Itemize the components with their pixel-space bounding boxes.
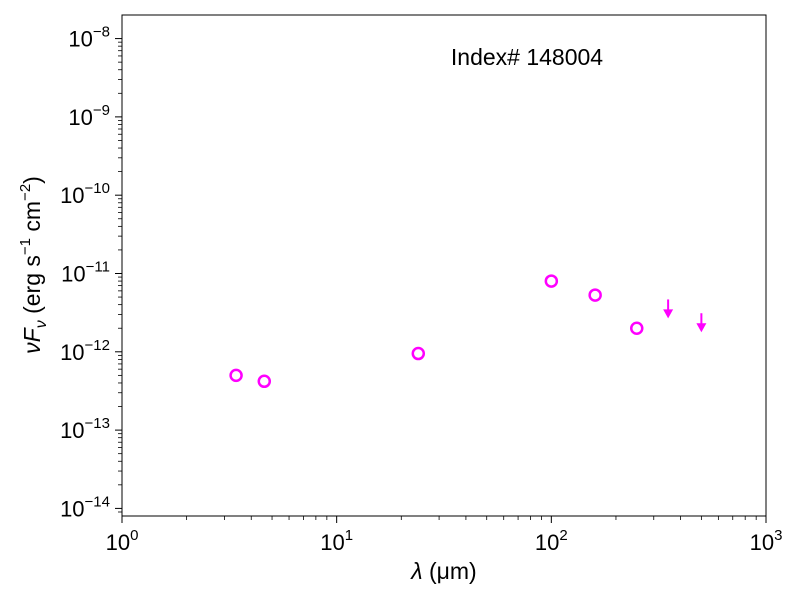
x-tick-label: 101 bbox=[320, 527, 353, 555]
x-tick-label: 102 bbox=[535, 527, 568, 555]
data-point bbox=[630, 321, 644, 335]
y-tick-label: 10−9 bbox=[68, 102, 110, 130]
data-point bbox=[411, 346, 426, 361]
upper-limit-arrow bbox=[663, 299, 674, 319]
major-ticks bbox=[115, 38, 767, 523]
data-point bbox=[544, 274, 559, 288]
y-tick-label: 10−12 bbox=[60, 337, 110, 365]
y-axis-label: νFν (erg s−1 cm−2) bbox=[17, 176, 50, 354]
x-tick-label: 103 bbox=[750, 527, 783, 555]
data-point bbox=[588, 288, 602, 302]
data-point bbox=[257, 374, 272, 389]
upper-limit-head bbox=[696, 323, 707, 333]
x-axis-label: λ (μm) bbox=[409, 558, 476, 584]
minor-ticks bbox=[118, 41, 757, 520]
y-tick-label: 10−14 bbox=[60, 493, 110, 521]
index-annotation: Index# 148004 bbox=[451, 44, 603, 70]
y-tick-labels: 10−14 10−13 10−12 10−11 10−10 10−9 10−8 bbox=[60, 24, 110, 522]
data-points bbox=[229, 274, 644, 389]
y-tick-label: 10−13 bbox=[60, 415, 110, 443]
data-point bbox=[229, 368, 243, 383]
y-tick-label: 10−8 bbox=[68, 24, 110, 52]
upper-limit-arrow bbox=[696, 313, 707, 333]
plot-area bbox=[121, 14, 767, 517]
y-tick-label: 10−11 bbox=[61, 258, 110, 286]
x-tick-label: 100 bbox=[106, 527, 139, 555]
x-tick-labels: 100 101 102 103 bbox=[106, 527, 783, 555]
upper-limit-arrows bbox=[663, 299, 707, 333]
y-tick-label: 10−10 bbox=[60, 180, 110, 208]
upper-limit-head bbox=[663, 309, 674, 319]
